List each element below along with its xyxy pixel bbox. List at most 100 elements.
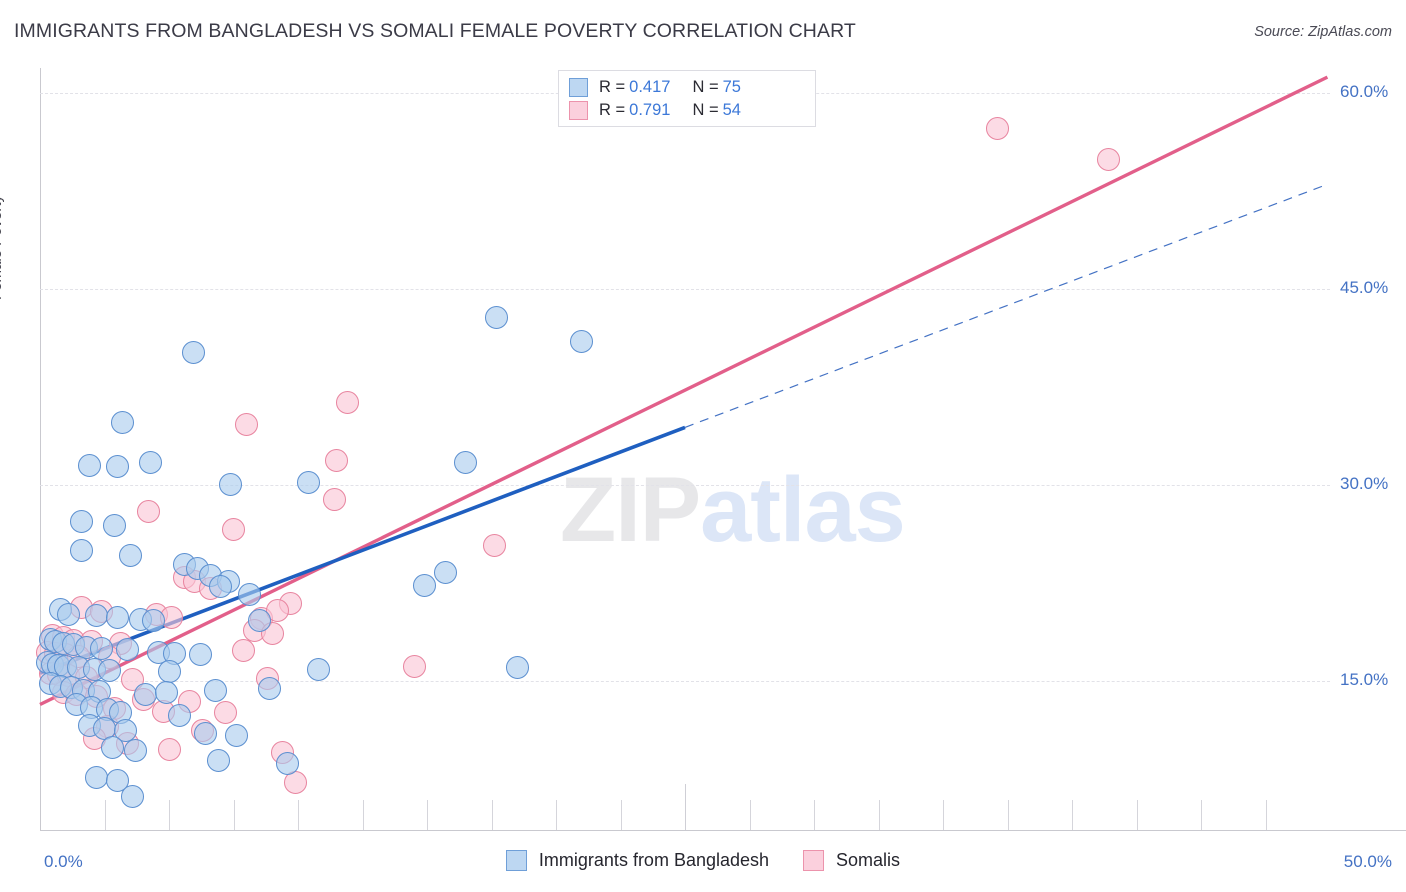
scatter-point[interactable] — [206, 749, 230, 773]
legend-swatch-bangladesh-icon — [569, 78, 588, 97]
scatter-point[interactable] — [237, 583, 261, 607]
scatter-point[interactable] — [116, 638, 140, 662]
scatter-point[interactable] — [209, 575, 233, 599]
x-tick-mark — [749, 800, 751, 830]
scatter-point[interactable] — [322, 487, 346, 511]
scatter-point[interactable] — [222, 517, 245, 541]
scatter-point[interactable] — [232, 639, 256, 663]
scatter-point[interactable] — [412, 574, 436, 598]
x-tick-label-min: 0.0% — [44, 852, 83, 871]
scatter-point[interactable] — [157, 737, 181, 761]
scatter-point[interactable] — [113, 719, 137, 743]
x-tick-mark — [427, 800, 428, 830]
r-label-somalis: R = — [599, 101, 626, 119]
y-tick-label: 30.0% — [1340, 473, 1389, 493]
series-legend: Immigrants from Bangladesh Somalis — [0, 850, 1406, 871]
y-axis-line — [40, 68, 41, 830]
plot-area: ZIPatlas — [36, 68, 1330, 830]
y-axis-title: Female Poverty — [0, 194, 5, 300]
scatter-point[interactable] — [1096, 148, 1120, 171]
scatter-point[interactable] — [247, 609, 271, 633]
scatter-point[interactable] — [121, 784, 145, 808]
scatter-point[interactable] — [69, 538, 93, 562]
scatter-point[interactable] — [433, 561, 457, 584]
n-value-bangladesh: 75 — [722, 78, 741, 96]
scatter-point[interactable] — [69, 510, 93, 533]
y-tick-label: 15.0% — [1340, 670, 1389, 689]
scatter-point[interactable] — [214, 700, 238, 724]
x-tick-mark — [298, 800, 299, 830]
y-tick-label: 45.0% — [1340, 277, 1389, 297]
x-tick-mark — [814, 800, 815, 830]
scatter-point[interactable] — [105, 455, 129, 479]
source-attribution: Source: ZipAtlas.com — [1254, 24, 1392, 40]
x-tick-mark — [943, 800, 944, 830]
scatter-point[interactable] — [203, 678, 227, 702]
scatter-point[interactable] — [182, 341, 205, 365]
scatter-point[interactable] — [142, 609, 165, 633]
x-tick-mark — [1136, 800, 1138, 830]
trendline-somalis — [39, 75, 1329, 707]
scatter-point[interactable] — [402, 655, 426, 679]
scatter-point[interactable] — [505, 656, 529, 680]
scatter-point[interactable] — [283, 771, 307, 795]
scatter-point[interactable] — [136, 499, 160, 523]
scatter-point[interactable] — [90, 636, 114, 660]
x-tick-mark — [556, 800, 557, 830]
scatter-point[interactable] — [224, 724, 248, 748]
n-label-bangladesh: N = — [692, 78, 719, 96]
scatter-point[interactable] — [258, 677, 282, 701]
scatter-point[interactable] — [307, 657, 331, 681]
x-tick-label-max: 50.0% — [1343, 852, 1392, 871]
x-tick-mark — [169, 800, 170, 830]
legend-swatch-somalis-icon — [569, 101, 588, 120]
r-value-somalis: 0.791 — [629, 101, 671, 119]
scatter-point[interactable] — [188, 643, 212, 667]
scatter-point[interactable] — [111, 410, 135, 434]
x-tick-mark — [233, 800, 235, 830]
x-tick-mark — [1201, 800, 1202, 830]
scatter-point[interactable] — [234, 413, 258, 437]
gridline — [40, 681, 1330, 682]
scatter-point[interactable] — [134, 682, 158, 706]
r-value-bangladesh: 0.417 — [629, 78, 671, 96]
scatter-point[interactable] — [570, 329, 594, 353]
scatter-point[interactable] — [335, 391, 359, 415]
scatter-point[interactable] — [98, 659, 122, 682]
series-legend-item-bangladesh[interactable]: Immigrants from Bangladesh — [505, 850, 770, 871]
scatter-point[interactable] — [139, 451, 163, 475]
series-swatch-somalis-icon — [803, 850, 825, 871]
scatter-point[interactable] — [485, 306, 509, 330]
scatter-point[interactable] — [105, 768, 129, 792]
scatter-point[interactable] — [167, 703, 191, 727]
gridline — [40, 288, 1330, 290]
series-label-somalis: Somalis — [836, 850, 901, 870]
scatter-point[interactable] — [219, 473, 243, 497]
y-tick-label: 60.0% — [1340, 81, 1389, 101]
scatter-point[interactable] — [193, 721, 217, 745]
x-tick-mark — [620, 800, 622, 830]
scatter-point[interactable] — [157, 660, 181, 684]
scatter-point[interactable] — [103, 514, 127, 537]
scatter-point[interactable] — [105, 605, 129, 629]
scatter-point[interactable] — [77, 453, 101, 477]
scatter-point[interactable] — [56, 602, 80, 626]
scatter-point[interactable] — [325, 448, 349, 472]
series-legend-item-somalis[interactable]: Somalis — [803, 850, 900, 871]
scatter-point[interactable] — [276, 751, 300, 775]
x-tick-mark — [685, 784, 686, 830]
n-label-somalis: N = — [692, 101, 719, 119]
scatter-point[interactable] — [296, 470, 320, 494]
scatter-point[interactable] — [124, 738, 147, 762]
scatter-point[interactable] — [985, 116, 1009, 140]
x-tick-mark — [491, 800, 493, 830]
x-axis-line — [40, 830, 1406, 831]
scatter-point[interactable] — [454, 451, 478, 475]
scatter-point[interactable] — [482, 533, 506, 557]
series-label-bangladesh: Immigrants from Bangladesh — [538, 850, 770, 870]
x-tick-mark — [1265, 800, 1267, 830]
scatter-point[interactable] — [154, 681, 178, 705]
scatter-point[interactable] — [118, 544, 142, 567]
scatter-point[interactable] — [100, 736, 124, 760]
